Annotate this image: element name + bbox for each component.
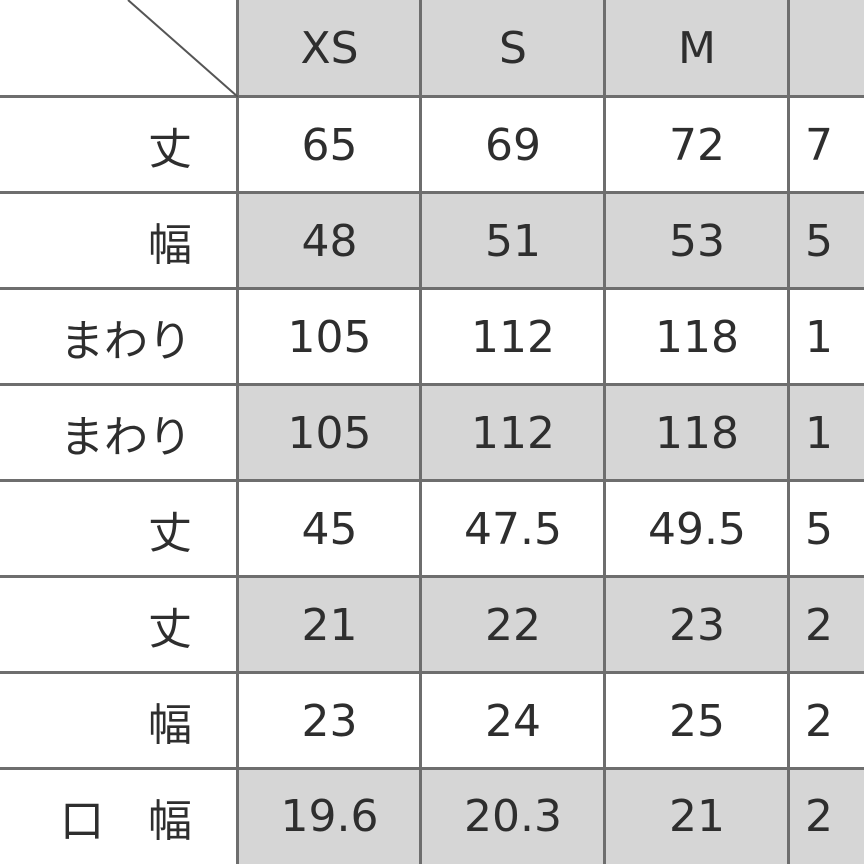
table-cell: 2 bbox=[789, 577, 864, 673]
table-cell: 1 bbox=[805, 311, 833, 363]
table-cell: 22 bbox=[421, 577, 605, 673]
row-label: 丈 bbox=[148, 124, 192, 175]
table-cell: 2 bbox=[805, 695, 833, 747]
table-cell: 2 bbox=[789, 769, 864, 864]
table-cell: 48 bbox=[238, 193, 421, 289]
table-cell: 65 bbox=[301, 119, 358, 171]
row-label: まわり bbox=[60, 412, 192, 463]
table-cell: 118 bbox=[655, 311, 739, 363]
table-cell: 105 bbox=[287, 311, 372, 363]
table-cell: 53 bbox=[605, 193, 789, 289]
table-cell: 47.5 bbox=[464, 503, 562, 555]
table-cell: 21 bbox=[238, 577, 421, 673]
table-cell: 112 bbox=[471, 311, 555, 363]
table-cell: 105 bbox=[238, 385, 421, 481]
table-cell: 19.6 bbox=[238, 769, 421, 864]
table-cell: 45 bbox=[301, 503, 358, 555]
table-cell: 118 bbox=[605, 385, 789, 481]
column-divider bbox=[236, 0, 239, 864]
table-cell: 112 bbox=[421, 385, 605, 481]
row-divider bbox=[0, 383, 864, 386]
table-cell: 23 bbox=[301, 695, 358, 747]
column-header-partial bbox=[789, 0, 864, 97]
table-cell: 21 bbox=[605, 769, 789, 864]
row-divider bbox=[0, 767, 864, 770]
row-divider bbox=[0, 287, 864, 290]
table-cell: 51 bbox=[421, 193, 605, 289]
table-cell: 49.5 bbox=[648, 503, 746, 555]
column-header-s: S bbox=[421, 0, 605, 97]
row-label: まわり bbox=[60, 316, 192, 367]
table-cell: 72 bbox=[669, 119, 725, 171]
column-header-xs: XS bbox=[238, 0, 421, 97]
row-divider bbox=[0, 95, 864, 98]
column-divider bbox=[603, 0, 606, 864]
table-cell: 1 bbox=[789, 385, 864, 481]
row-divider bbox=[0, 671, 864, 674]
row-label: 丈 bbox=[148, 508, 192, 559]
column-header-m: M bbox=[605, 0, 789, 97]
table-cell: 24 bbox=[485, 695, 541, 747]
row-label: 口 幅 bbox=[60, 795, 192, 847]
column-divider bbox=[787, 0, 790, 864]
row-label: 幅 bbox=[148, 220, 192, 271]
table-cell: 20.3 bbox=[421, 769, 605, 864]
row-label: 丈 bbox=[148, 604, 192, 655]
table-cell: 25 bbox=[669, 695, 725, 747]
row-divider bbox=[0, 191, 864, 194]
table-cell: 7 bbox=[805, 119, 833, 171]
table-cell: 5 bbox=[805, 503, 833, 555]
row-divider bbox=[0, 479, 864, 482]
row-label: 幅 bbox=[148, 700, 192, 751]
table-cell: 23 bbox=[605, 577, 789, 673]
row-divider bbox=[0, 575, 864, 578]
table-cell: 69 bbox=[485, 119, 541, 171]
table-cell: 5 bbox=[789, 193, 864, 289]
column-divider bbox=[419, 0, 422, 864]
